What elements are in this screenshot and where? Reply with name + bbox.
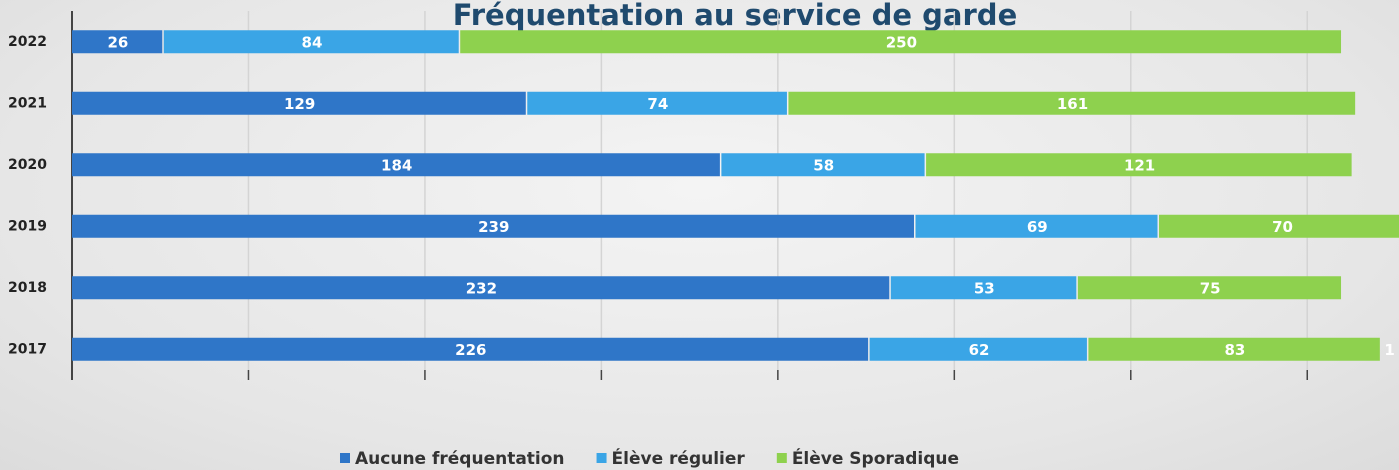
bar-segment bbox=[721, 153, 925, 177]
data-label: 70 bbox=[1272, 218, 1293, 236]
bar-segment bbox=[1159, 214, 1399, 238]
annotation: 1 bbox=[1384, 341, 1394, 359]
data-label: 69 bbox=[1027, 218, 1048, 236]
legend-swatch bbox=[776, 453, 787, 463]
bar-segment bbox=[1088, 337, 1380, 361]
data-label: 250 bbox=[886, 33, 917, 51]
bar-segment bbox=[163, 30, 459, 54]
data-label: 62 bbox=[969, 341, 990, 359]
bar-segment bbox=[890, 276, 1077, 300]
bar-segment bbox=[72, 214, 914, 238]
legend-label: Élève Sporadique bbox=[792, 447, 959, 469]
data-label: 75 bbox=[1200, 279, 1221, 297]
data-label: 161 bbox=[1057, 95, 1088, 113]
legend-label: Élève régulier bbox=[612, 447, 746, 469]
y-tick-label: 2017 bbox=[8, 341, 47, 357]
data-label: 58 bbox=[813, 156, 834, 174]
data-label: 74 bbox=[647, 95, 668, 113]
data-label: 83 bbox=[1224, 341, 1245, 359]
data-label: 53 bbox=[974, 279, 995, 297]
data-label: 129 bbox=[284, 95, 315, 113]
y-tick-label: 2021 bbox=[8, 95, 47, 111]
data-label: 26 bbox=[107, 33, 128, 51]
bar-segment bbox=[915, 214, 1158, 238]
bar-segment bbox=[72, 91, 526, 115]
data-label: 121 bbox=[1124, 156, 1155, 174]
data-label: 232 bbox=[466, 279, 497, 297]
bar-segment bbox=[869, 337, 1087, 361]
bar-segment bbox=[527, 91, 787, 115]
legend-swatch bbox=[596, 453, 607, 463]
bar-segment bbox=[926, 153, 1352, 177]
bar-segment bbox=[72, 153, 720, 177]
y-tick-label: 2020 bbox=[8, 157, 47, 173]
bar-segment bbox=[460, 30, 1342, 54]
legend-label: Aucune fréquentation bbox=[355, 449, 565, 469]
data-label: 226 bbox=[455, 341, 486, 359]
bar-segment bbox=[788, 91, 1356, 115]
bar-segment bbox=[72, 30, 163, 54]
chart-title: Fréquentation au service de garde bbox=[453, 0, 1017, 32]
y-tick-label: 2022 bbox=[8, 34, 47, 50]
bar-segment bbox=[1077, 276, 1342, 300]
bar-segment bbox=[72, 276, 890, 300]
y-tick-label: 2018 bbox=[8, 280, 47, 296]
bar-segment bbox=[72, 337, 869, 361]
legend-swatch bbox=[340, 453, 350, 463]
data-label: 239 bbox=[478, 218, 509, 236]
y-tick-label: 2019 bbox=[8, 218, 47, 234]
data-label: 84 bbox=[302, 33, 323, 51]
data-label: 184 bbox=[381, 156, 412, 174]
